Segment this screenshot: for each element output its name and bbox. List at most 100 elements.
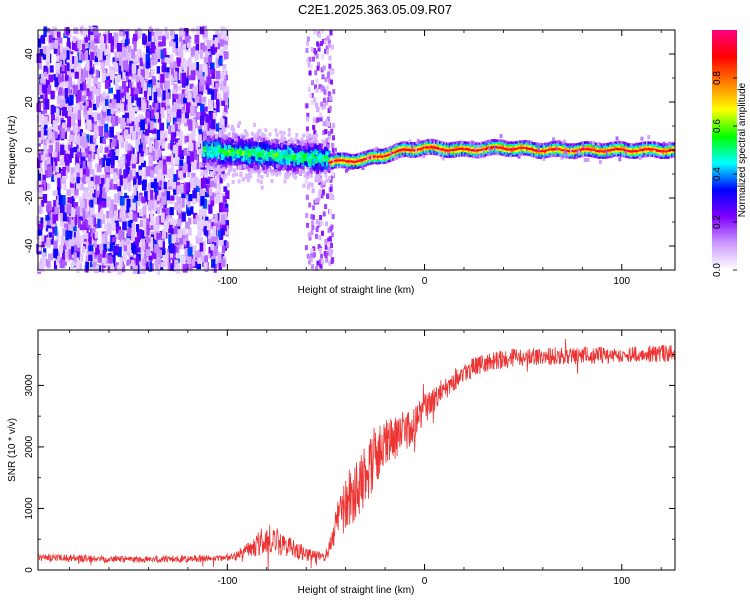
spectrogram-cell (163, 215, 168, 226)
spectrogram-cell (275, 172, 279, 177)
spectrogram-cell (77, 263, 83, 271)
spectrogram-cell (320, 164, 324, 169)
spectrogram-cell (276, 148, 280, 153)
spectrogram-cell (320, 230, 324, 236)
spectrogram-cell (204, 63, 208, 71)
spectrogram-cell (296, 169, 300, 174)
spectrogram-cell (106, 196, 111, 208)
spectrogram-cell (148, 26, 153, 35)
spectrogram-cell (401, 149, 405, 153)
spectrogram-cell (135, 75, 140, 83)
spectrogram-cell (252, 150, 256, 155)
spectrogram-cell (195, 215, 200, 221)
spectrogram-cell (200, 195, 205, 206)
spectrogram-cell (296, 167, 300, 172)
spectrogram-cell (276, 158, 280, 163)
spectrogram-cell (458, 142, 461, 146)
spectrogram-cell (210, 159, 214, 164)
spectrogram-cell (74, 56, 78, 68)
spectrogram-cell (217, 252, 222, 261)
spectrogram-cell (385, 150, 388, 153)
spectrogram-cell (260, 137, 264, 142)
spectrogram-cell (302, 139, 306, 144)
spectrogram-cell (323, 142, 327, 147)
spectrogram-cell (104, 48, 109, 56)
spectrogram-cell (419, 153, 423, 157)
spectrogram-cell (336, 163, 340, 167)
spectrogram-cell (459, 150, 463, 153)
spectrogram-cell (401, 148, 405, 151)
spectrogram-cell (207, 135, 211, 140)
spectrogram-cell (294, 175, 298, 180)
spectrogram-cell (98, 159, 103, 169)
spectrogram-cell (218, 58, 223, 65)
spectrogram-cell (109, 207, 114, 215)
spectrogram-cell (130, 87, 135, 97)
spectrogram-cell (45, 225, 50, 232)
spectrogram-cell (179, 159, 184, 167)
spectrogram-cell (234, 143, 238, 148)
spectrogram-cell (43, 138, 47, 145)
spectrogram-cell (165, 72, 170, 79)
spectrogram-cell (239, 138, 243, 143)
spectrogram-cell (128, 197, 133, 206)
spectrogram-cell (44, 99, 50, 110)
spectrogram-cell (175, 61, 179, 69)
spectrogram-cell (78, 214, 84, 221)
spectrogram-cell (241, 135, 245, 140)
spectrogram-cell (368, 159, 372, 163)
spectrogram-cell (346, 153, 350, 157)
spectrogram-cell (439, 142, 442, 146)
spectrogram-cell (223, 128, 227, 133)
spectrogram-cell (447, 155, 450, 158)
spectrogram-cell (310, 230, 314, 236)
spectrogram-cell (346, 157, 350, 161)
spectrogram-cell (299, 151, 303, 156)
spectrogram-cell (98, 125, 104, 137)
spectrogram-cell (437, 153, 441, 157)
spectrogram-cell (336, 165, 340, 169)
spectrogram-cell (64, 153, 69, 163)
spectrogram-cell (212, 235, 217, 242)
spectrogram-cell (333, 147, 337, 152)
spectrogram-cell (350, 167, 354, 170)
spectrogram-cell (338, 165, 341, 169)
spectrogram-cell (369, 149, 373, 152)
spectrogram-cell (189, 83, 194, 90)
spectrogram-cell (224, 173, 228, 178)
spectrogram-cell (185, 102, 191, 113)
spectrogram-cell (45, 215, 50, 221)
spectrogram-cell (422, 152, 426, 156)
spectrogram-cell (345, 163, 348, 167)
spectrogram-cell (307, 232, 311, 238)
spectrogram-cell (42, 105, 48, 115)
spectrogram-cell (357, 152, 361, 156)
spectrogram-cell (452, 146, 456, 149)
spectrogram-cell (392, 149, 395, 153)
spectrogram-cell (186, 254, 192, 264)
spectrogram-cell (230, 126, 234, 131)
spectrogram-cell (137, 29, 143, 37)
spectrogram-cell (48, 232, 53, 238)
spectrogram-cell (332, 122, 336, 128)
spectrogram-cell (247, 157, 251, 162)
spectrogram-cell (218, 165, 222, 170)
spectrogram-cell (194, 122, 199, 129)
spectrogram-cell (214, 183, 219, 189)
spectrogram-cell (452, 144, 456, 148)
spectrogram-cell (88, 236, 92, 245)
spectrogram-cell (212, 150, 216, 155)
spectrogram-cell (329, 252, 333, 258)
spectrogram-cell (218, 124, 222, 129)
spectrogram-cell (154, 190, 159, 200)
spectrogram-cell (338, 154, 341, 158)
spectrogram-cell (339, 161, 343, 164)
spectrogram-cell (181, 108, 186, 117)
spectrogram-cell (69, 181, 75, 191)
spectrogram-cell (275, 132, 279, 137)
spectrogram-cell (404, 154, 408, 157)
spectrogram-cell (72, 244, 77, 252)
spectrogram-cell (178, 145, 182, 157)
spectrogram-cell (331, 232, 335, 238)
spectrogram-cell (142, 258, 146, 266)
